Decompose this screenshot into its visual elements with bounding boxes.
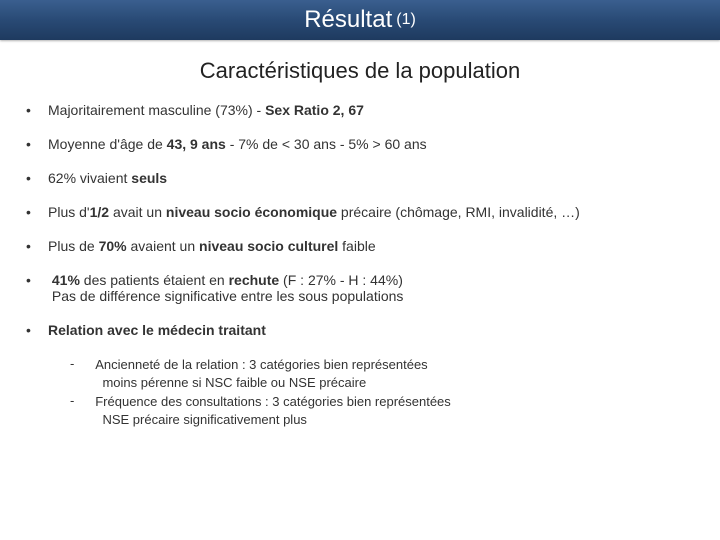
text-fragment: NSE précaire significativement plus [102,412,306,427]
text-fragment: - 7% de < 30 ans - 5% > 60 ans [226,136,427,152]
title-bar: Résultat (1) [0,0,720,40]
text-bold: Sex Ratio 2, 67 [265,102,364,118]
text-fragment: Plus d' [48,204,90,220]
slide-subtitle: Caractéristiques de la population [0,58,720,84]
text-fragment: précaire (chômage, RMI, invalidité, …) [337,204,580,220]
bullet-item: • Moyenne d'âge de 43, 9 ans - 7% de < 3… [26,136,694,152]
text-bold: niveau socio culturel [199,238,338,254]
text-bold: rechute [229,272,280,288]
bullet-item: • Plus de 70% avaient un niveau socio cu… [26,238,694,254]
sub-text: Fréquence des consultations : 3 catégori… [88,393,694,428]
bullet-item: • Relation avec le médecin traitant [26,322,694,338]
text-bold: 70% [99,238,127,254]
bullet-text: Plus d'1/2 avait un niveau socio économi… [48,204,694,220]
bullet-text: Majoritairement masculine (73%) - Sex Ra… [48,102,694,118]
text-fragment: Fréquence des consultations : 3 catégori… [95,394,451,409]
bullet-text: 62% vivaient seuls [48,170,694,186]
text-fragment: (F : 27% - H : 44%) [279,272,403,288]
content-area: • Majoritairement masculine (73%) - Sex … [0,102,720,428]
bullet-marker: • [26,238,48,254]
sub-text: Ancienneté de la relation : 3 catégories… [88,356,694,391]
text-bold: 1/2 [90,204,109,220]
bullet-marker: • [26,170,48,186]
text-fragment: moins pérenne si NSC faible ou NSE préca… [102,375,366,390]
bullet-text-bold: Relation avec le médecin traitant [48,322,694,338]
sub-item: - Ancienneté de la relation : 3 catégori… [70,356,694,391]
text-fragment: 62% vivaient [48,170,131,186]
bullet-text: 41% des patients étaient en rechute (F :… [48,272,694,304]
text-bold: 41% [52,272,80,288]
text-fragment: avait un [109,204,166,220]
sub-item: - Fréquence des consultations : 3 catégo… [70,393,694,428]
bullet-marker: • [26,102,48,118]
bullet-marker: • [26,272,48,304]
text-fragment: Moyenne d'âge de [48,136,167,152]
text-fragment: Plus de [48,238,99,254]
text-bold: 43, 9 ans [167,136,226,152]
slide-title: Résultat [304,6,392,34]
bullet-list: • Majoritairement masculine (73%) - Sex … [26,102,694,338]
dash-marker: - [70,393,88,428]
bullet-marker: • [26,322,48,338]
slide-title-index: (1) [396,11,416,29]
bullet-item: • 62% vivaient seuls [26,170,694,186]
slide: Résultat (1) Caractéristiques de la popu… [0,0,720,540]
bullet-item: • 41% des patients étaient en rechute (F… [26,272,694,304]
text-bold: seuls [131,170,167,186]
text-fragment: Pas de différence significative entre le… [52,288,404,304]
text-fragment: avaient un [127,238,199,254]
text-fragment: Ancienneté de la relation : 3 catégories… [95,357,427,372]
text-fragment: Majoritairement masculine (73%) - [48,102,265,118]
text-bold: niveau socio économique [166,204,337,220]
bullet-marker: • [26,136,48,152]
bullet-item: • Plus d'1/2 avait un niveau socio écono… [26,204,694,220]
text-fragment: faible [338,238,375,254]
bullet-text: Plus de 70% avaient un niveau socio cult… [48,238,694,254]
text-fragment: des patients étaient en [80,272,229,288]
bullet-item: • Majoritairement masculine (73%) - Sex … [26,102,694,118]
sub-list: - Ancienneté de la relation : 3 catégori… [70,356,694,428]
bullet-marker: • [26,204,48,220]
dash-marker: - [70,356,88,391]
bullet-text: Moyenne d'âge de 43, 9 ans - 7% de < 30 … [48,136,694,152]
